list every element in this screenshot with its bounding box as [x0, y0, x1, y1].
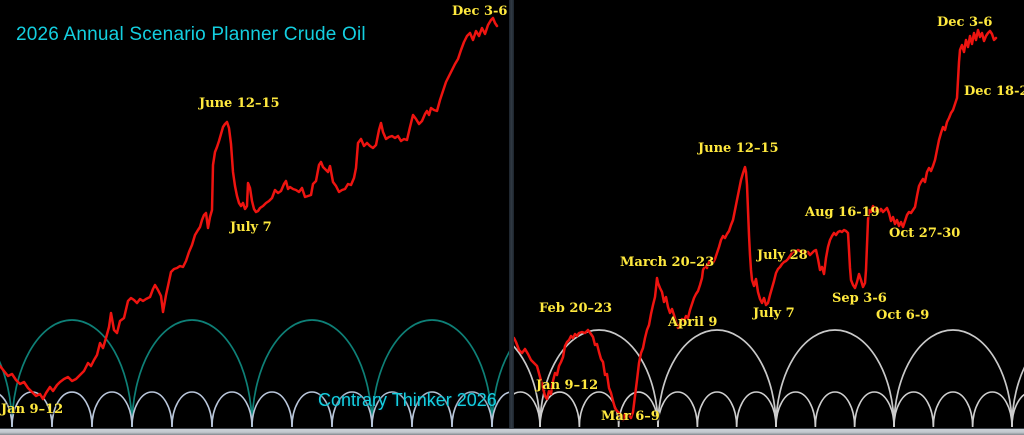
- right-date-annotation: March 20–23: [620, 255, 715, 270]
- left-cycle-arc-small: [171, 391, 213, 428]
- right-cycle-arc-large: [657, 329, 777, 428]
- left-cycle-arc-small: [0, 394, 13, 428]
- right-cycle-arc-large: [775, 329, 895, 428]
- right-date-annotation: Dec 3-6: [937, 15, 993, 30]
- right-date-annotation: July 7: [753, 306, 795, 321]
- left-cycle-arc-small: [451, 391, 493, 428]
- left-cycle-arc-large: [491, 350, 509, 428]
- left-cycle-arc-small: [211, 391, 253, 428]
- watermark-contrary-thinker: Contrary Thinker 2026: [318, 390, 497, 410]
- right-date-annotation: Aug 16-19: [805, 205, 880, 220]
- left-cycle-arc-small: [491, 391, 509, 428]
- right-cycle-arc-small: [696, 391, 738, 428]
- right-date-annotation: Oct 27-30: [889, 226, 961, 241]
- right-cycle-arc-small: [514, 391, 541, 428]
- left-cycle-arc-small: [131, 391, 173, 428]
- left-cycle-arc-large: [371, 319, 493, 428]
- right-cycle-arc-small: [853, 391, 895, 428]
- right-cycle-arc-small: [617, 391, 659, 428]
- left-date-annotation: June 12–15: [199, 96, 280, 111]
- left-cycle-arc-large: [131, 319, 253, 428]
- left-price-line: [0, 16, 499, 401]
- right-date-annotation: April 9: [668, 315, 718, 330]
- right-cycle-arc-small: [775, 391, 817, 428]
- right-cycle-arc-large: [893, 329, 1013, 428]
- right-cycle-arc-large: [514, 345, 541, 428]
- right-cycle-arc-small: [1011, 393, 1024, 428]
- right-panel-group: [514, 28, 1024, 428]
- left-cycle-arc-small: [411, 391, 453, 428]
- right-cycle-arc-small: [932, 391, 974, 428]
- right-cycle-arc-small: [735, 391, 777, 428]
- left-cycle-arc-large: [251, 319, 373, 428]
- right-cycle-arc-large: [539, 329, 659, 428]
- right-cycle-arc-small: [971, 391, 1013, 428]
- right-cycle-arc-small: [893, 391, 935, 428]
- left-cycle-arc-small: [91, 391, 133, 428]
- left-date-annotation: July 7: [230, 220, 272, 235]
- right-cycle-arc-small: [814, 391, 856, 428]
- left-cycle-arc-small: [371, 391, 413, 428]
- right-date-annotation: Jan 9–12: [536, 378, 599, 393]
- left-cycle-arc-small: [51, 391, 93, 428]
- right-date-annotation: Dec 18-22: [964, 84, 1024, 99]
- left-cycle-arc-small: [291, 391, 333, 428]
- right-cycle-arc-large: [1011, 366, 1024, 428]
- left-cycle-arc-small: [251, 391, 293, 428]
- left-date-annotation: Jan 9–12: [1, 402, 64, 417]
- right-cycle-arc-small: [539, 391, 581, 428]
- right-cycle-arc-small: [657, 391, 699, 428]
- left-cycle-arc-large: [0, 360, 13, 428]
- right-price-line: [514, 28, 998, 422]
- left-cycle-arc-small: [331, 391, 373, 428]
- right-date-annotation: June 12–15: [698, 141, 779, 156]
- right-date-annotation: July 28: [757, 248, 808, 263]
- right-date-annotation: Mar 6–9: [601, 409, 660, 424]
- left-panel-group: [0, 16, 509, 428]
- panel-divider: [509, 0, 514, 429]
- right-date-annotation: Sep 3-6: [832, 291, 887, 306]
- right-date-annotation: Oct 6-9: [876, 308, 930, 323]
- left-date-annotation: Dec 3-6: [452, 4, 508, 19]
- right-date-annotation: Feb 20–23: [539, 301, 613, 316]
- bottom-edge-strip: [0, 428, 1024, 435]
- chart-title: 2026 Annual Scenario Planner Crude Oil: [16, 24, 366, 45]
- left-cycle-arc-large: [11, 319, 133, 428]
